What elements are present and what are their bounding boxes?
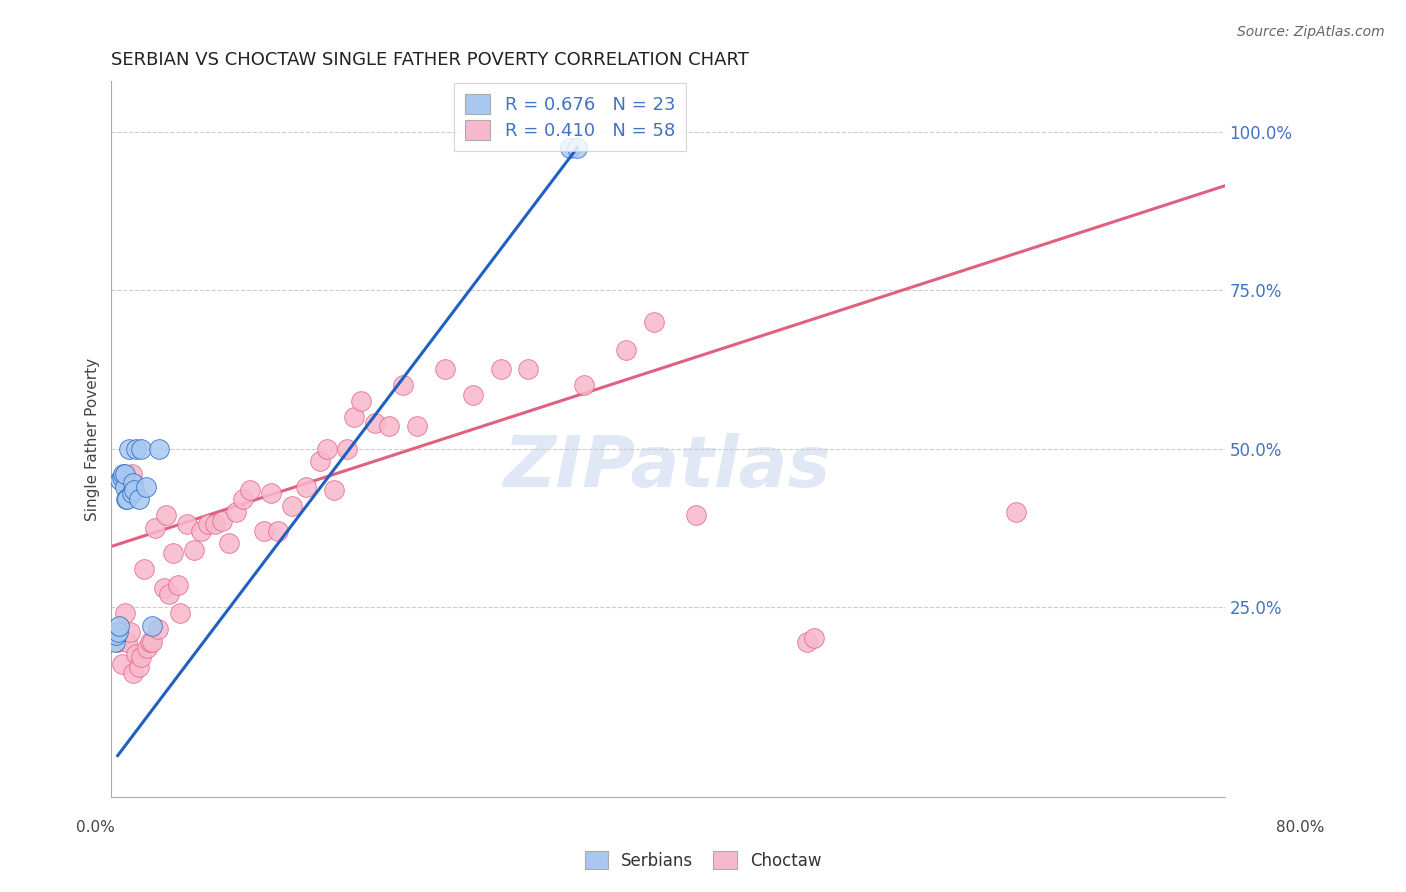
Point (135, 479, 157, 493)
Point (166, 577, 188, 591)
Point (308, 454, 330, 468)
Point (105, 628, 128, 642)
Point (128, 660, 150, 674)
Point (107, 634, 129, 648)
Point (120, 625, 142, 640)
Point (143, 521, 166, 535)
Point (392, 378, 415, 392)
Legend: Serbians, Choctaw: Serbians, Choctaw (578, 845, 828, 877)
Point (232, 492, 254, 507)
Point (239, 483, 262, 497)
Point (685, 508, 707, 522)
Point (267, 524, 290, 538)
Point (122, 666, 145, 681)
Point (141, 634, 163, 648)
Point (125, 647, 148, 661)
Point (643, 315, 665, 329)
Point (131, 650, 153, 665)
Point (614, 343, 637, 358)
Point (197, 517, 219, 532)
Point (111, 470, 134, 484)
Point (350, 394, 373, 409)
Text: 80.0%: 80.0% (1277, 821, 1324, 835)
Point (141, 619, 163, 633)
Point (108, 619, 131, 633)
Point (110, 473, 132, 487)
Point (118, 442, 141, 456)
Point (183, 542, 205, 557)
Point (433, 362, 456, 376)
Point (117, 492, 139, 507)
Point (107, 625, 129, 640)
Point (114, 606, 136, 620)
Point (225, 505, 247, 519)
Point (322, 483, 344, 497)
Point (315, 442, 337, 456)
Point (280, 499, 302, 513)
Point (343, 409, 366, 424)
Point (218, 536, 240, 550)
Point (124, 483, 146, 497)
Text: ZIPatlas: ZIPatlas (503, 434, 831, 502)
Point (121, 467, 143, 481)
Point (131, 442, 153, 456)
Point (560, 141, 582, 155)
Point (152, 581, 174, 595)
Point (157, 587, 180, 601)
Point (162, 546, 184, 560)
Point (572, 378, 595, 392)
Point (104, 634, 127, 648)
Text: Source: ZipAtlas.com: Source: ZipAtlas.com (1237, 25, 1385, 39)
Point (796, 634, 818, 648)
Point (489, 362, 512, 376)
Point (364, 416, 387, 430)
Point (125, 442, 148, 456)
Point (115, 492, 138, 507)
Text: SERBIAN VS CHOCTAW SINGLE FATHER POVERTY CORRELATION CHART: SERBIAN VS CHOCTAW SINGLE FATHER POVERTY… (111, 51, 748, 69)
Point (122, 476, 145, 491)
Point (121, 486, 143, 500)
Point (260, 486, 283, 500)
Point (336, 442, 359, 456)
Y-axis label: Single Father Poverty: Single Father Poverty (86, 358, 100, 521)
Text: 0.0%: 0.0% (76, 821, 115, 835)
Point (406, 419, 429, 434)
Point (176, 517, 198, 532)
Point (204, 517, 226, 532)
Point (128, 492, 150, 507)
Point (253, 524, 276, 538)
Legend: R = 0.676   N = 23, R = 0.410   N = 58: R = 0.676 N = 23, R = 0.410 N = 58 (454, 83, 686, 151)
Point (567, 141, 589, 155)
Point (378, 419, 401, 434)
Point (138, 634, 160, 648)
Point (135, 640, 157, 655)
Point (294, 479, 316, 493)
Point (114, 479, 136, 493)
Point (169, 606, 191, 620)
Point (146, 622, 169, 636)
Point (803, 632, 825, 646)
Point (112, 467, 135, 481)
Point (117, 634, 139, 648)
Point (148, 442, 170, 456)
Point (517, 362, 540, 376)
Point (211, 514, 233, 528)
Point (114, 467, 136, 481)
Point (134, 562, 156, 576)
Point (461, 388, 484, 402)
Point (190, 524, 212, 538)
Point (155, 508, 177, 522)
Point (111, 657, 134, 671)
Point (1005, 505, 1028, 519)
